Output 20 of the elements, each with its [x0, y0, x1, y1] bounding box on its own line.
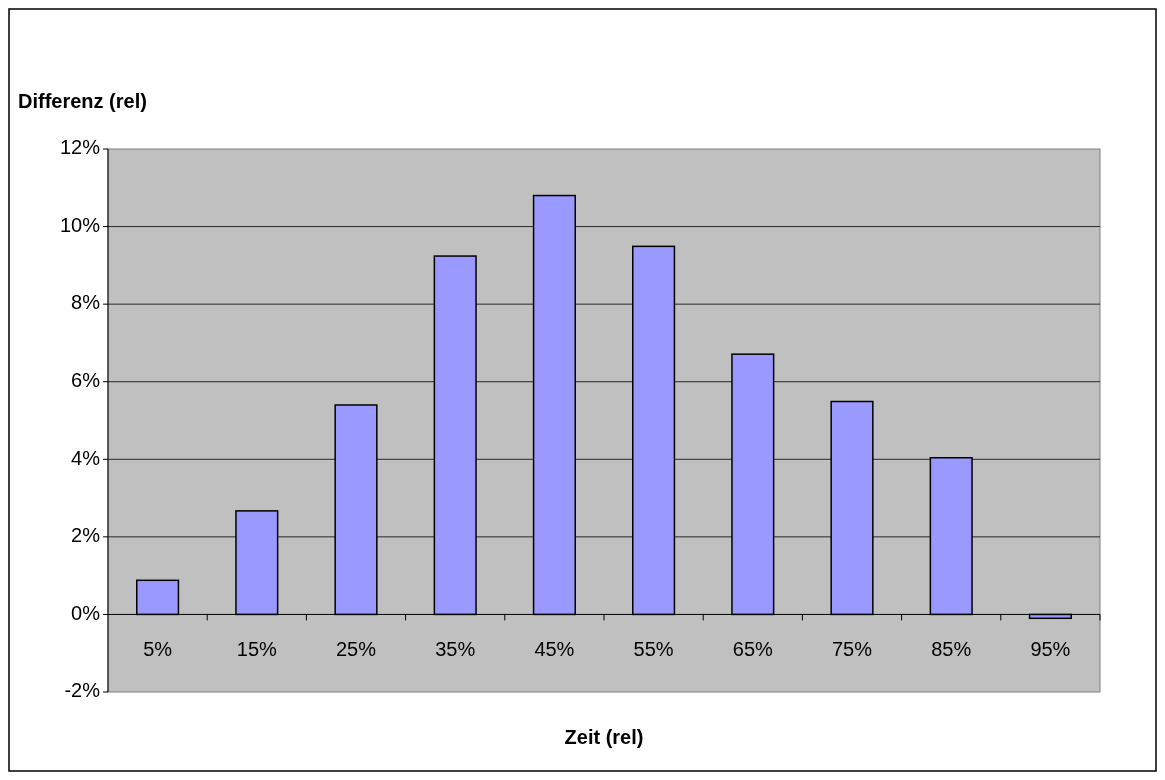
x-tick-label: 85% — [931, 638, 972, 661]
y-tick-label: 6% — [71, 369, 101, 391]
y-tick-label: 10% — [59, 213, 101, 236]
x-tick-label: 35% — [435, 638, 476, 661]
y-tick-label: 12% — [59, 136, 101, 159]
y-tick-label: 0% — [71, 601, 101, 624]
x-tick-label: 65% — [732, 638, 774, 661]
y-tick-label: 4% — [71, 446, 101, 469]
x-tick-label: 55% — [633, 638, 674, 661]
y-axis-title: Differenz (rel) — [18, 90, 147, 112]
y-tick-label: 8% — [71, 291, 101, 314]
x-tick-label: 75% — [831, 638, 873, 661]
y-tick-label: 2% — [71, 524, 101, 547]
x-axis-title: Zeit (rel) — [564, 726, 644, 748]
x-tick-label: 15% — [236, 638, 278, 661]
x-tick-label: 95% — [1030, 638, 1071, 661]
y-tick-label: -2% — [64, 679, 101, 702]
x-tick-label: 5% — [143, 638, 173, 661]
x-tick-label: 25% — [335, 638, 377, 661]
x-tick-label: 45% — [534, 638, 575, 661]
